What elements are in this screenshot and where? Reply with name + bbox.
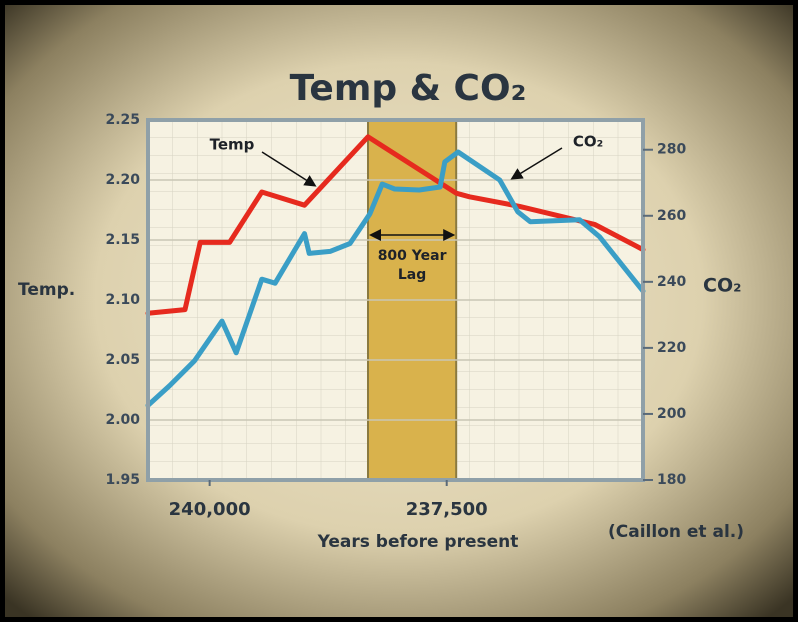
annotation: CO₂	[573, 133, 603, 151]
y2-tick-label: 280	[657, 142, 686, 158]
y-tick-label: 1.95	[105, 472, 140, 488]
y2-tick-label: 260	[657, 208, 686, 224]
lag-label: 800 Year	[378, 248, 447, 264]
y-axis-label: Temp.	[18, 280, 75, 300]
y2-axis-label: CO₂	[703, 275, 741, 297]
annotation-arrow	[510, 147, 563, 180]
source: (Caillon et al.)	[608, 522, 744, 542]
y-tick-label: 2.15	[105, 232, 140, 248]
y2-tick-label: 240	[657, 274, 686, 290]
y2-tick-label: 180	[657, 472, 686, 488]
y-tick-label: 2.05	[105, 352, 140, 368]
y-tick-label: 2.10	[105, 292, 140, 308]
y2-tick-label: 200	[657, 406, 686, 422]
x-axis-label: Years before present	[317, 532, 519, 552]
y-tick-label: 2.20	[105, 172, 140, 188]
series-line	[145, 134, 646, 316]
plot-frame	[146, 118, 645, 482]
annotation: Temp	[210, 136, 255, 154]
lag-label: Lag	[398, 267, 426, 283]
x-tick-label: 237,500	[406, 499, 488, 520]
x-tick-label: 240,000	[169, 499, 251, 520]
annotation-arrow	[261, 151, 317, 187]
chart-title: Temp & CO₂	[290, 68, 527, 109]
y2-tick-label: 220	[657, 340, 686, 356]
series-line	[145, 149, 646, 408]
y-tick-label: 2.25	[105, 112, 140, 128]
y-tick-label: 2.00	[105, 412, 140, 428]
